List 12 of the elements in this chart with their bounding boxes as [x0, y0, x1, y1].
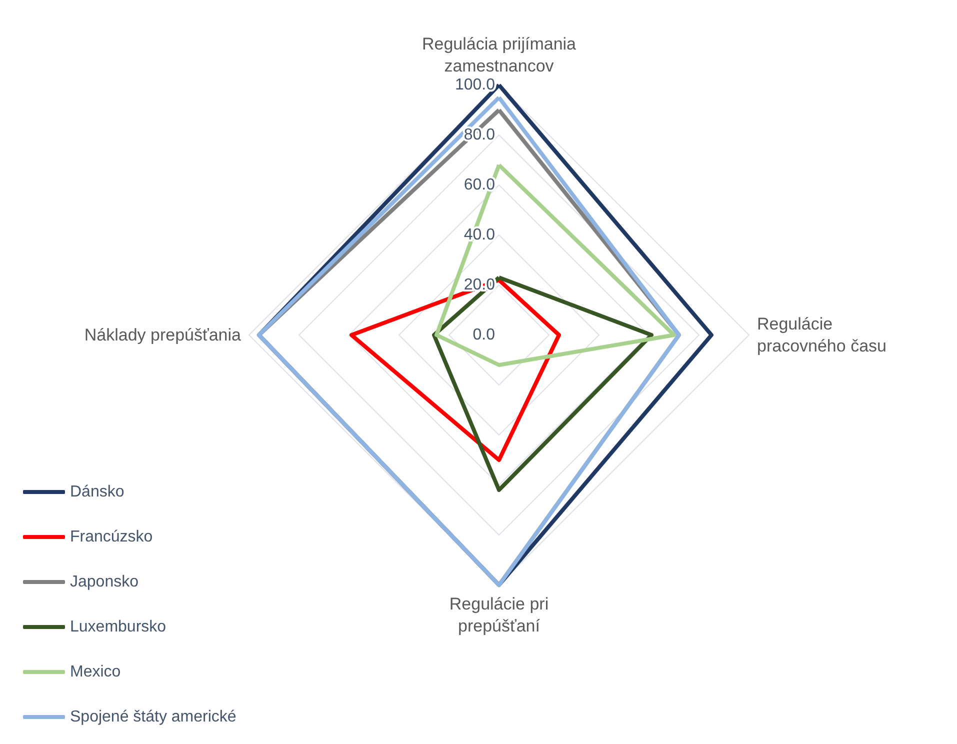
spoke-label: Regulácie pracovného času [757, 314, 886, 356]
legend-label: Dánsko [70, 484, 124, 500]
y-tick-label: 0.0 [472, 326, 496, 344]
spoke-label: Regulácie pri prepúšťaní [449, 594, 549, 636]
y-tick-label: 100.0 [454, 76, 496, 94]
legend-label: Japonsko [70, 574, 139, 590]
legend-label: Luxembursko [70, 618, 166, 636]
spoke-label: Regulácia prijímania zamestnancov [422, 34, 577, 76]
legend-label: Francúzsko [70, 528, 153, 546]
spoke-label: Náklady prepúšťania [84, 326, 242, 344]
legend-label: Spojené štáty americké [70, 708, 236, 726]
legend-label: Mexico [70, 664, 121, 680]
